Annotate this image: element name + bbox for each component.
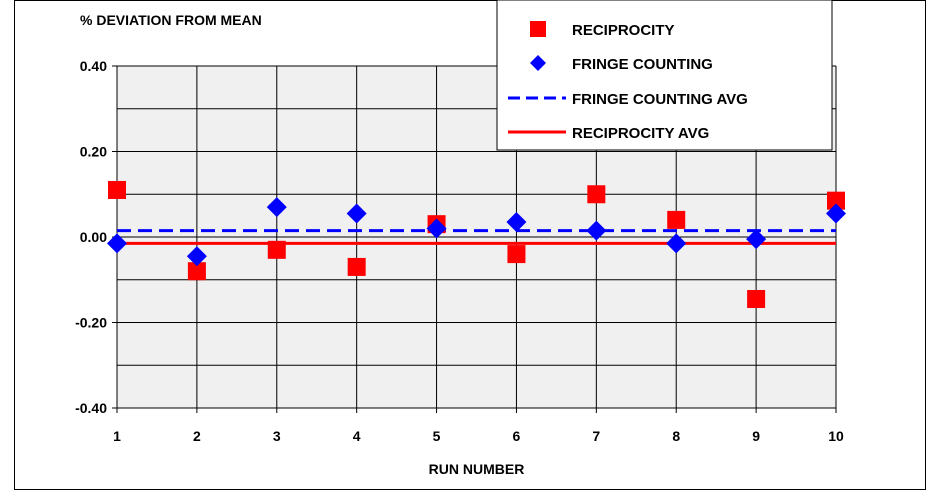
y-tick-label: 0.00 xyxy=(80,229,107,245)
legend: RECIPROCITY FRINGE COUNTING FRINGE COUNTIN… xyxy=(496,0,833,151)
series-fringe-counting xyxy=(107,197,846,267)
fringe-point xyxy=(107,233,127,254)
fringe-point xyxy=(666,233,687,254)
reciprocity-point xyxy=(667,210,686,229)
reciprocity-point xyxy=(108,180,126,199)
series-reciprocity xyxy=(108,180,845,308)
y-tick-label: -0.40 xyxy=(75,400,107,416)
reciprocity-point xyxy=(747,289,766,308)
x-tick-label: 7 xyxy=(592,428,600,444)
y-tick-label: 0.20 xyxy=(80,144,107,160)
reciprocity-point xyxy=(187,262,206,281)
legend-box xyxy=(496,0,833,151)
horizontal-gridlines xyxy=(117,65,836,409)
fringe-point xyxy=(506,212,527,233)
y-tick-label: -0.20 xyxy=(75,315,107,331)
fringe-point xyxy=(586,220,607,241)
reciprocity-point xyxy=(507,245,526,264)
x-tick-label: 6 xyxy=(513,428,521,444)
legend-label: RECIPROCITY AVG xyxy=(572,125,709,142)
fringe-point xyxy=(746,229,767,250)
reciprocity-point xyxy=(587,185,606,204)
fringe-point xyxy=(266,197,287,218)
reciprocity-point xyxy=(347,257,366,276)
reciprocity-point xyxy=(267,240,286,259)
y-axis-title: % DEVIATION FROM MEAN xyxy=(80,12,262,28)
x-tick-label: 5 xyxy=(433,428,441,444)
fringe-point xyxy=(186,246,207,267)
fringe-point xyxy=(826,203,846,224)
x-tick-label: 9 xyxy=(752,428,760,444)
legend-label: FRINGE COUNTING xyxy=(572,56,713,73)
legend-square-icon xyxy=(530,21,546,37)
legend-label: RECIPROCITY xyxy=(572,22,675,39)
fringe-point xyxy=(346,203,367,224)
x-tick-label: 1 xyxy=(113,428,121,444)
x-tick-label: 8 xyxy=(672,428,680,444)
x-axis-title: RUN NUMBER xyxy=(429,461,525,477)
x-tick-label: 10 xyxy=(828,428,844,444)
legend-diamond-icon xyxy=(530,55,546,71)
y-tick-label: 0.40 xyxy=(80,58,107,74)
legend-label: FRINGE COUNTING AVG xyxy=(572,91,748,108)
x-tick-label: 2 xyxy=(193,428,201,444)
x-tick-label: 3 xyxy=(273,428,281,444)
reciprocity-point xyxy=(827,191,845,210)
x-tick-label: 4 xyxy=(353,428,361,444)
fringe-point xyxy=(426,218,447,239)
